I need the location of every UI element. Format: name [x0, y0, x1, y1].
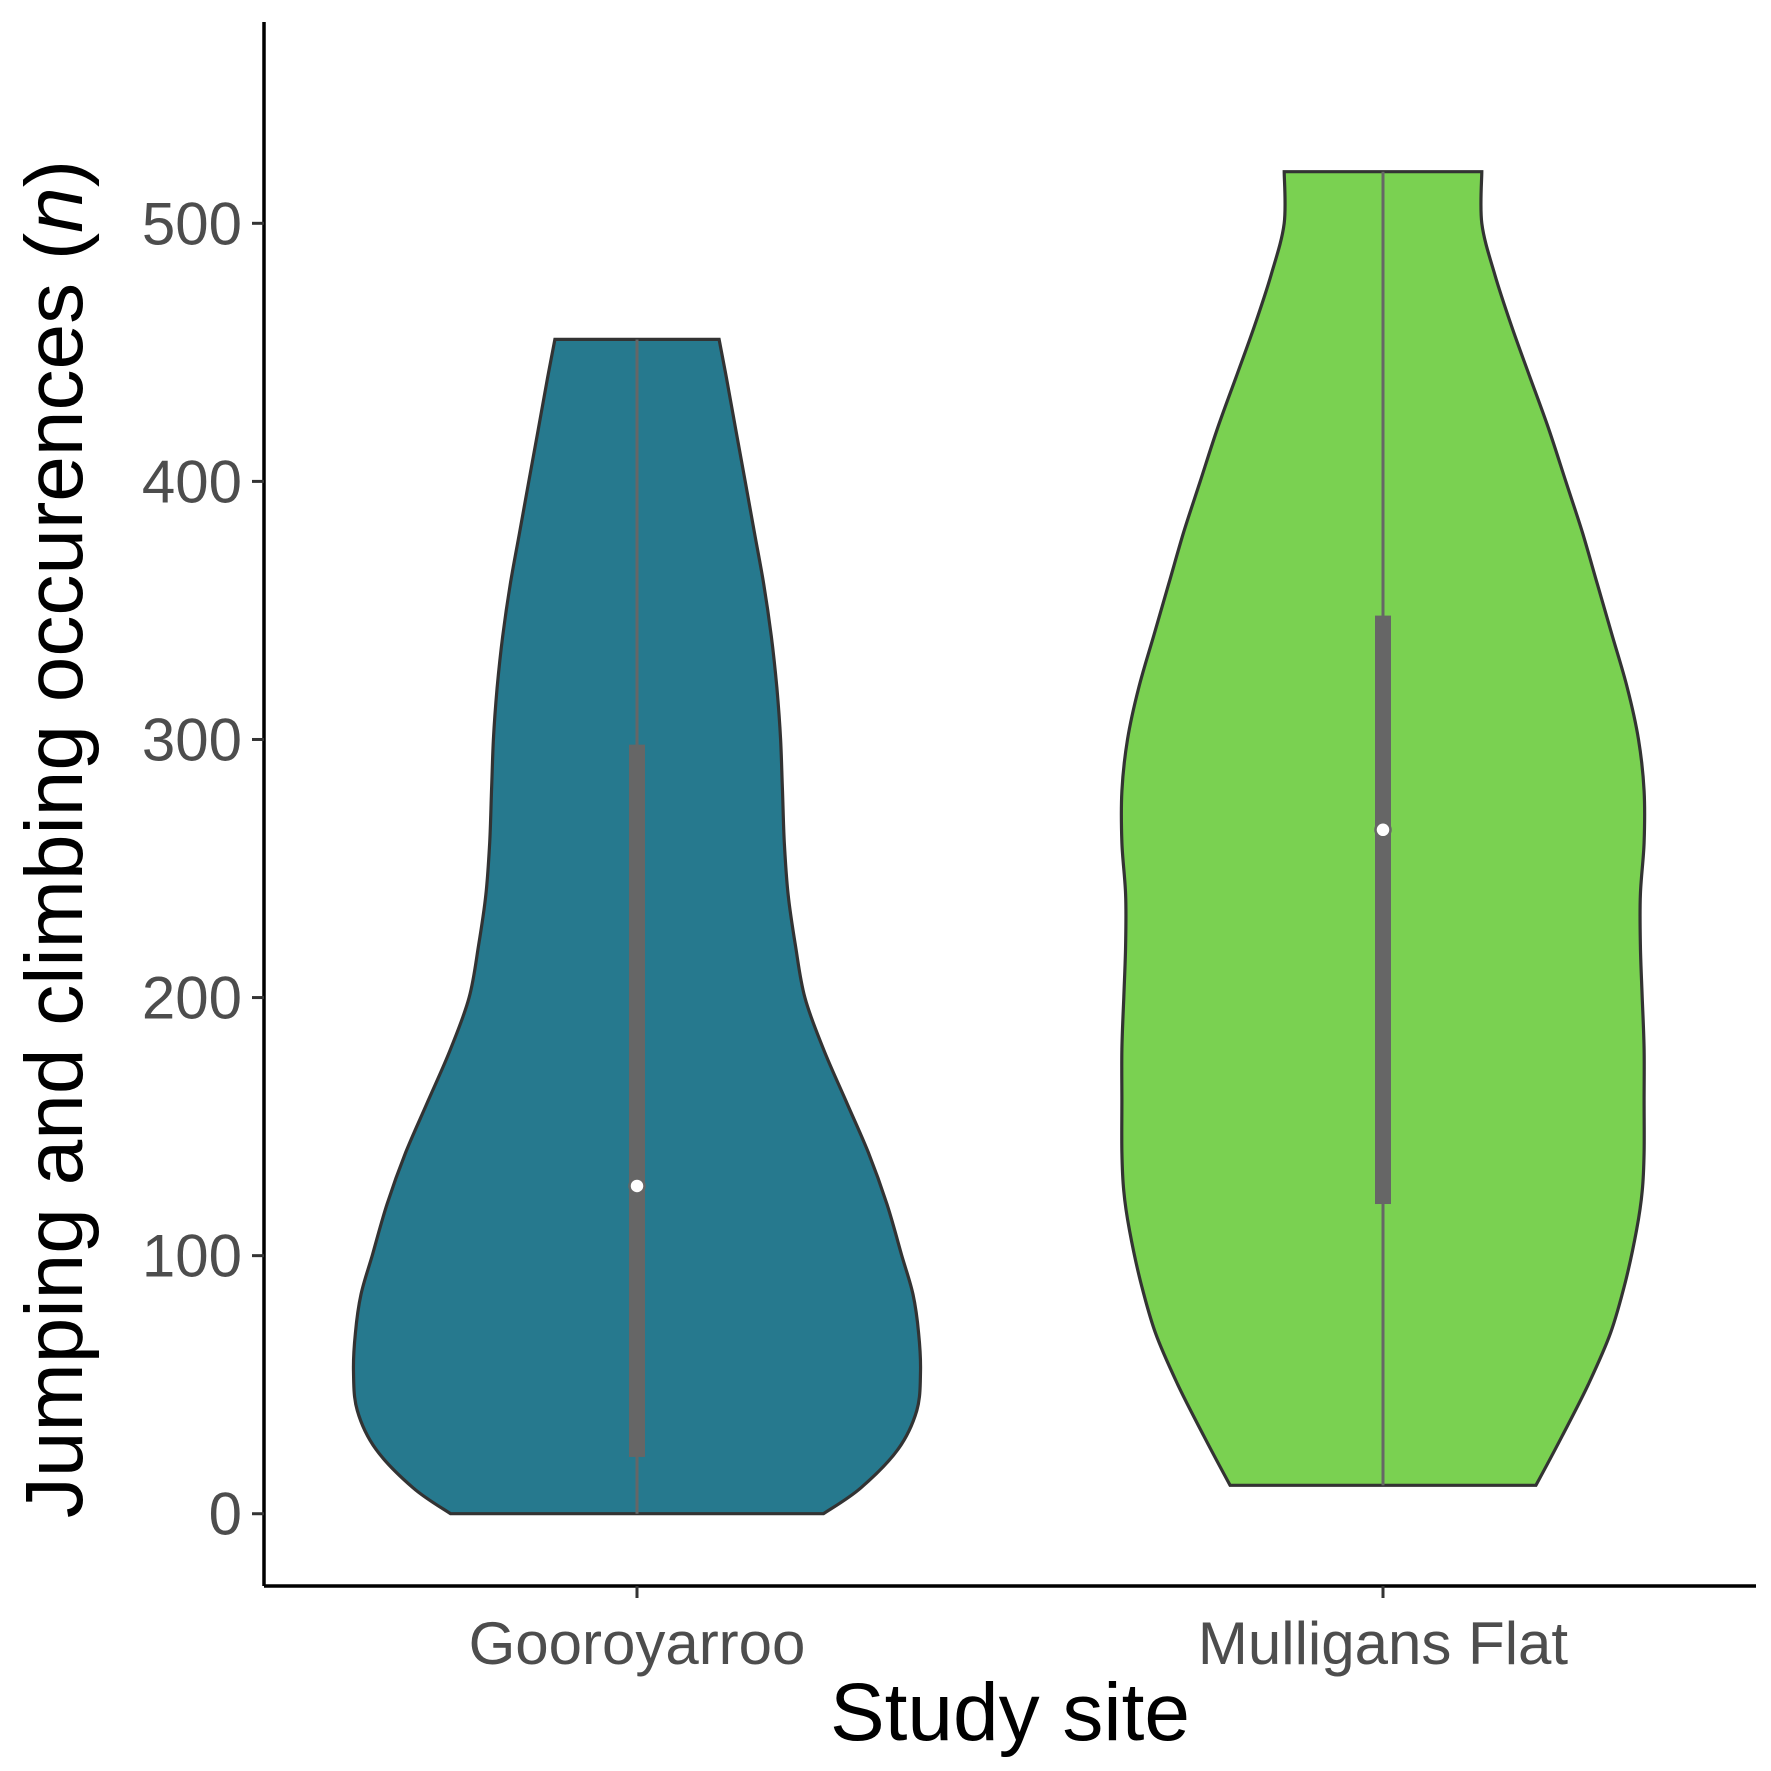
median-point — [1374, 821, 1392, 839]
y-tick-label: 200 — [142, 965, 242, 1032]
iqr-box — [1375, 615, 1391, 1205]
y-tick-label: 400 — [142, 448, 242, 515]
y-axis-title-suffix: ) — [9, 160, 100, 187]
violin-group — [351, 337, 923, 1516]
plot-area — [351, 170, 1647, 1516]
y-tick-label: 500 — [142, 190, 242, 257]
axes — [262, 22, 1756, 1588]
violin-group — [1119, 170, 1647, 1487]
y-axis-title-prefix: Jumping and climbing occurences ( — [9, 233, 100, 1518]
x-tick-label: Mulligans Flat — [1198, 1610, 1568, 1677]
y-tick-label: 100 — [142, 1223, 242, 1290]
y-tick-label: 300 — [142, 706, 242, 773]
iqr-box — [629, 744, 645, 1457]
y-tick-label: 0 — [209, 1481, 242, 1548]
x-axis-ticks: Gooroyarroo Mulligans Flat — [469, 1586, 1568, 1677]
y-axis-title: Jumping and climbing occurences (n) — [9, 160, 100, 1518]
x-axis-title: Study site — [830, 1667, 1190, 1758]
median-point — [628, 1177, 646, 1195]
y-axis-title-italic: n — [9, 187, 100, 233]
y-axis-ticks: 0 100 200 300 400 500 — [142, 190, 264, 1548]
x-tick-label: Gooroyarroo — [469, 1610, 806, 1677]
